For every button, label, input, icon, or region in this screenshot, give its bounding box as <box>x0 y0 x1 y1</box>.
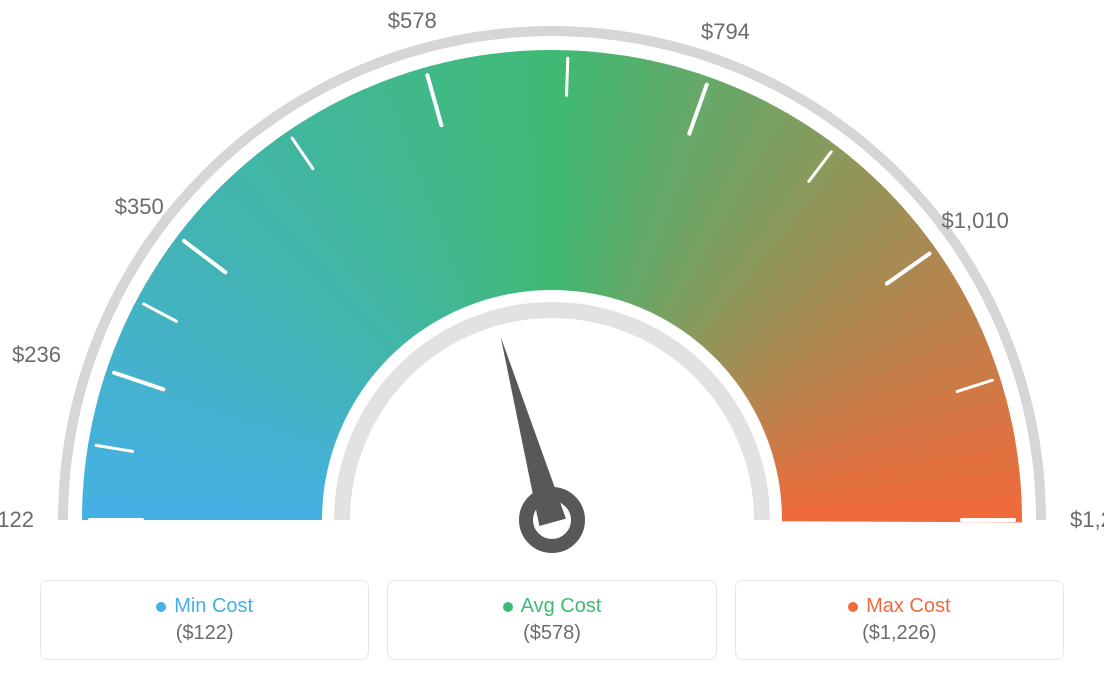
gauge-area: $122 $236 $350 $578 $794 $1,010 $1,226 <box>0 0 1104 560</box>
gauge-chart-container: $122 $236 $350 $578 $794 $1,010 $1,226 Min Cos… <box>0 0 1104 690</box>
gauge-tick-label: $122 <box>0 507 34 533</box>
legend-avg-value: ($578) <box>523 622 581 645</box>
legend-avg-label: Avg Cost <box>521 595 602 618</box>
gauge-tick-label: $578 <box>388 8 437 34</box>
gauge-tick-label: $350 <box>115 194 164 220</box>
legend-row: Min Cost ($122) Avg Cost ($578) Max Cost… <box>40 580 1064 660</box>
gauge-svg <box>0 0 1104 560</box>
gauge-tick-label: $794 <box>701 19 750 45</box>
legend-dot-max <box>848 602 858 612</box>
legend-min: Min Cost ($122) <box>40 580 369 660</box>
legend-avg: Avg Cost ($578) <box>387 580 716 660</box>
legend-max-label: Max Cost <box>866 595 950 618</box>
legend-max-value: ($1,226) <box>862 622 937 645</box>
gauge-tick-label: $236 <box>12 342 61 368</box>
legend-dot-avg <box>503 602 513 612</box>
legend-min-value: ($122) <box>176 622 234 645</box>
gauge-tick-label: $1,010 <box>942 208 1009 234</box>
legend-min-label: Min Cost <box>174 595 253 618</box>
legend-max: Max Cost ($1,226) <box>735 580 1064 660</box>
gauge-tick-label: $1,226 <box>1070 507 1104 533</box>
legend-dot-min <box>156 602 166 612</box>
